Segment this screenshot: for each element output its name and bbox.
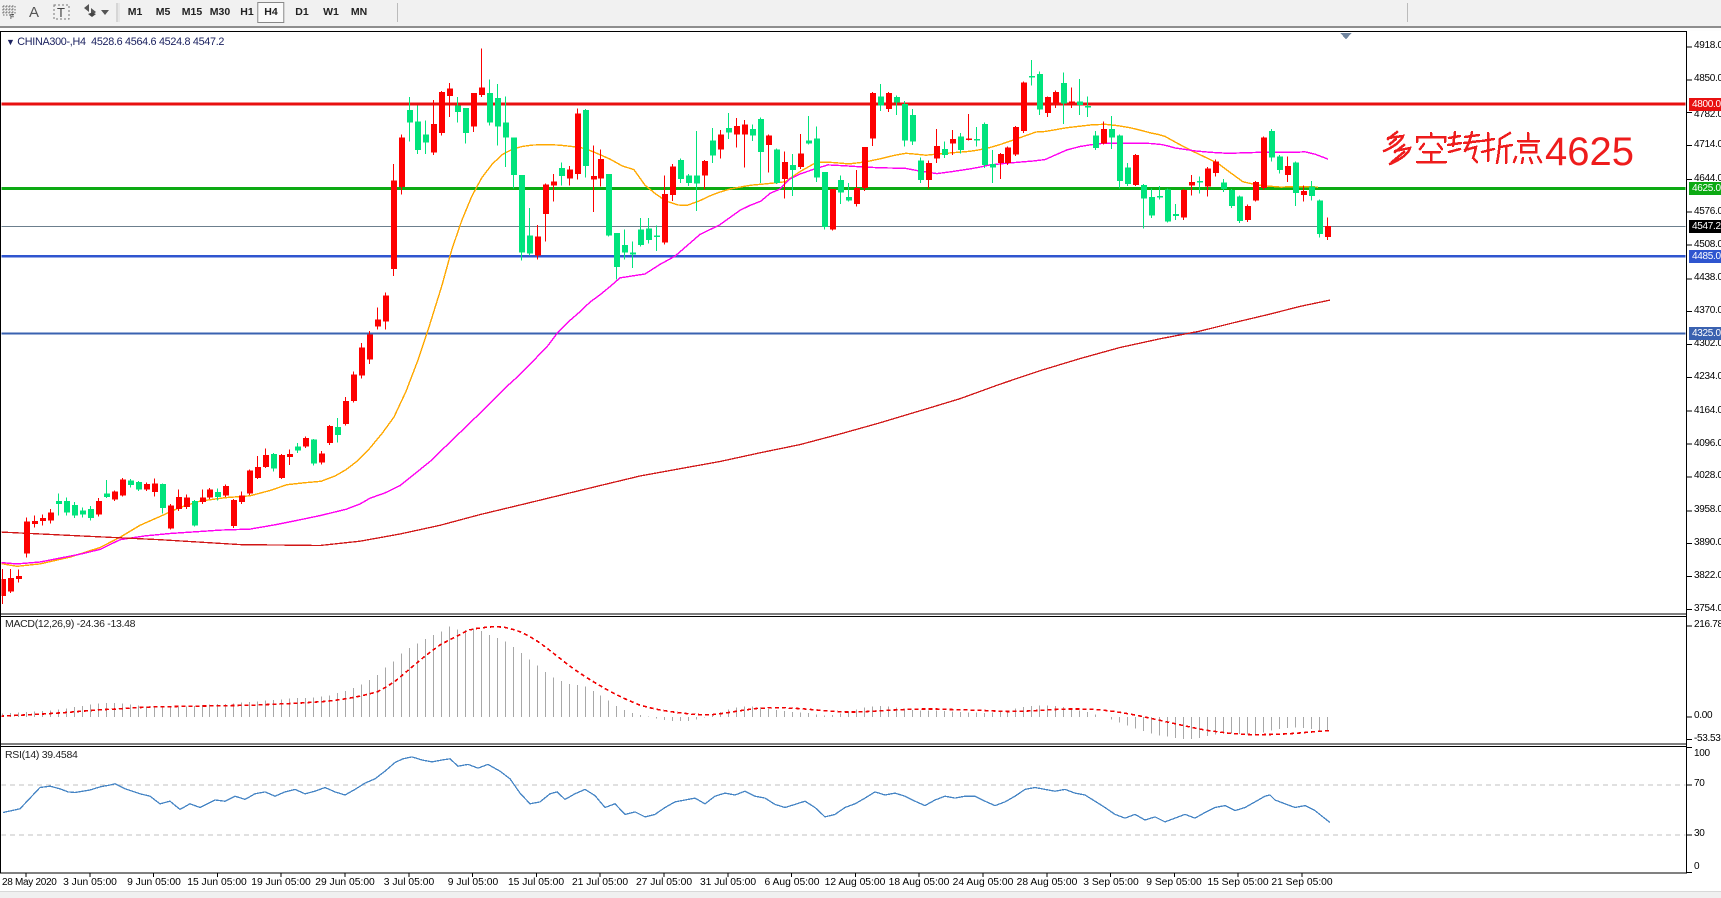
svg-text:F: F xyxy=(10,14,14,21)
svg-text:T: T xyxy=(57,5,65,20)
svg-text:4625: 4625 xyxy=(1545,130,1634,174)
svg-text:A: A xyxy=(29,4,39,21)
